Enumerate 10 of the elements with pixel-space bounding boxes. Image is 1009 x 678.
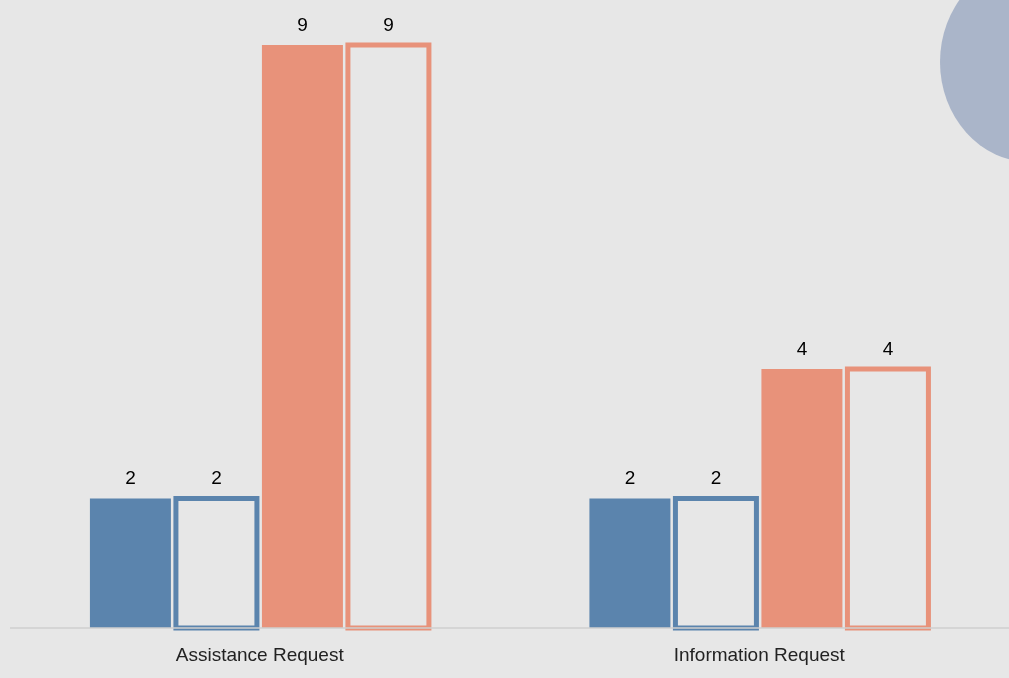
- x-tick-label: Information Request: [673, 644, 846, 666]
- data-label: 2: [125, 467, 136, 489]
- data-label: 4: [796, 337, 808, 359]
- data-label: 2: [211, 467, 222, 489]
- data-label: 2: [624, 467, 636, 489]
- data-label: 4: [882, 337, 894, 359]
- data-label: 2: [710, 467, 722, 489]
- data-label: 9: [383, 14, 394, 35]
- data-label: 9: [297, 14, 308, 35]
- x-tick-label: Assistance Request: [175, 644, 345, 666]
